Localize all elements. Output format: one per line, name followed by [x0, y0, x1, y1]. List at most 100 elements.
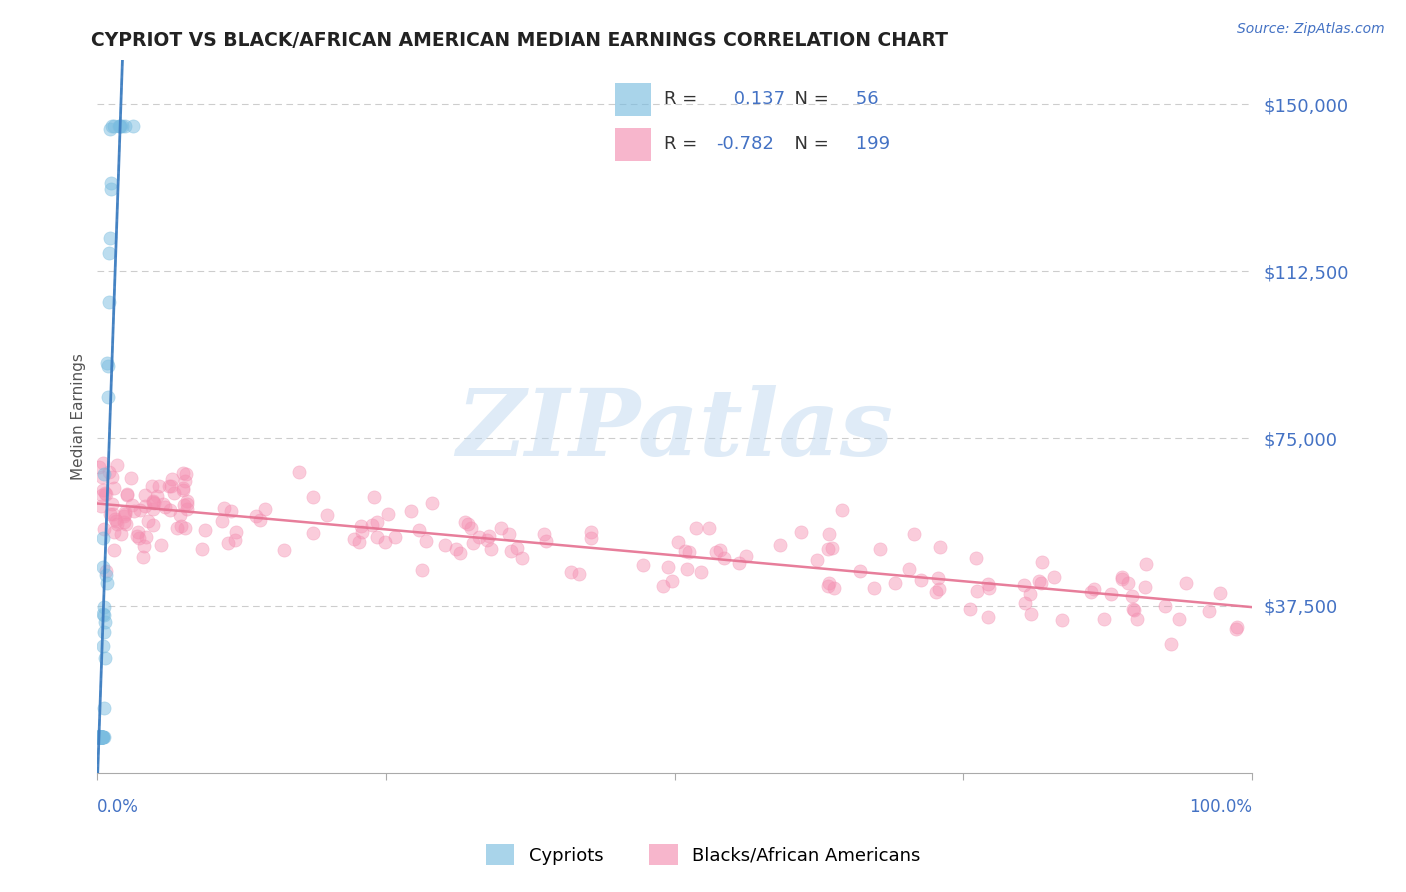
Point [818, 526, 841, 541]
Point [93, 650, 115, 665]
Point [103, 481, 125, 495]
Point [479, 542, 502, 557]
Text: CYPRIOT VS BLACK/AFRICAN AMERICAN MEDIAN EARNINGS CORRELATION CHART: CYPRIOT VS BLACK/AFRICAN AMERICAN MEDIAN… [91, 31, 949, 50]
Point [98, 122, 121, 136]
Point [477, 533, 499, 548]
Point [1019, 607, 1042, 622]
Point [108, 120, 131, 134]
Point [506, 541, 529, 556]
Point [136, 514, 159, 528]
Point [657, 560, 679, 574]
Point [1080, 585, 1102, 599]
Point [315, 508, 337, 523]
Point [94, 615, 117, 629]
Point [89, 730, 111, 744]
Point [769, 538, 792, 552]
Point [159, 503, 181, 517]
Point [446, 542, 468, 557]
Point [104, 514, 127, 528]
Point [94, 486, 117, 500]
Point [114, 507, 136, 521]
Point [489, 521, 512, 535]
Point [89, 460, 111, 475]
Point [174, 467, 197, 481]
Point [818, 575, 841, 590]
Point [1018, 587, 1040, 601]
Point [91, 730, 114, 744]
Point [86, 730, 108, 744]
Point [176, 498, 198, 512]
Point [93, 701, 115, 715]
Point [408, 523, 430, 537]
Point [142, 502, 165, 516]
Point [1028, 574, 1050, 589]
Point [101, 507, 124, 521]
Point [96, 564, 118, 578]
Point [114, 505, 136, 519]
Point [1208, 586, 1230, 600]
Point [87, 730, 110, 744]
Point [148, 479, 170, 493]
Point [93, 523, 115, 537]
Point [666, 534, 689, 549]
Point [1198, 604, 1220, 618]
Point [287, 465, 309, 479]
Point [159, 479, 181, 493]
Point [108, 120, 131, 134]
Point [927, 570, 949, 584]
Point [1154, 599, 1177, 613]
Point [90, 730, 112, 744]
Text: 100.0%: 100.0% [1189, 798, 1253, 816]
Point [214, 500, 236, 515]
Point [1175, 576, 1198, 591]
Point [93, 607, 115, 621]
Point [831, 502, 853, 516]
Point [91, 730, 114, 744]
Point [977, 610, 1000, 624]
Point [98, 230, 121, 244]
Point [87, 730, 110, 744]
Point [910, 574, 932, 588]
Point [976, 576, 998, 591]
Point [1160, 637, 1182, 651]
Point [122, 504, 145, 518]
Point [163, 486, 186, 500]
Point [129, 503, 152, 517]
Point [172, 483, 194, 498]
Point [93, 467, 115, 482]
Point [152, 497, 174, 511]
Point [190, 541, 212, 556]
Point [661, 574, 683, 588]
Point [103, 542, 125, 557]
Point [560, 566, 582, 580]
Point [1135, 580, 1157, 594]
Point [169, 508, 191, 523]
Point [86, 730, 108, 744]
Point [141, 478, 163, 492]
Point [690, 565, 713, 579]
Point [87, 730, 110, 744]
Point [90, 730, 112, 744]
Point [498, 527, 520, 541]
Point [91, 730, 114, 744]
Point [111, 120, 134, 134]
Point [89, 499, 111, 513]
Point [433, 537, 456, 551]
Point [134, 540, 156, 554]
Point [97, 390, 120, 404]
Point [100, 182, 122, 196]
Point [224, 533, 246, 548]
Point [349, 518, 371, 533]
Point [90, 730, 112, 744]
Point [100, 470, 122, 484]
Point [673, 543, 696, 558]
Point [1012, 578, 1035, 592]
Point [1116, 575, 1139, 590]
Point [112, 509, 135, 524]
Point [1111, 570, 1133, 584]
Point [127, 529, 149, 543]
Point [449, 546, 471, 560]
Point [97, 359, 120, 373]
Point [174, 521, 197, 535]
Point [366, 515, 388, 529]
